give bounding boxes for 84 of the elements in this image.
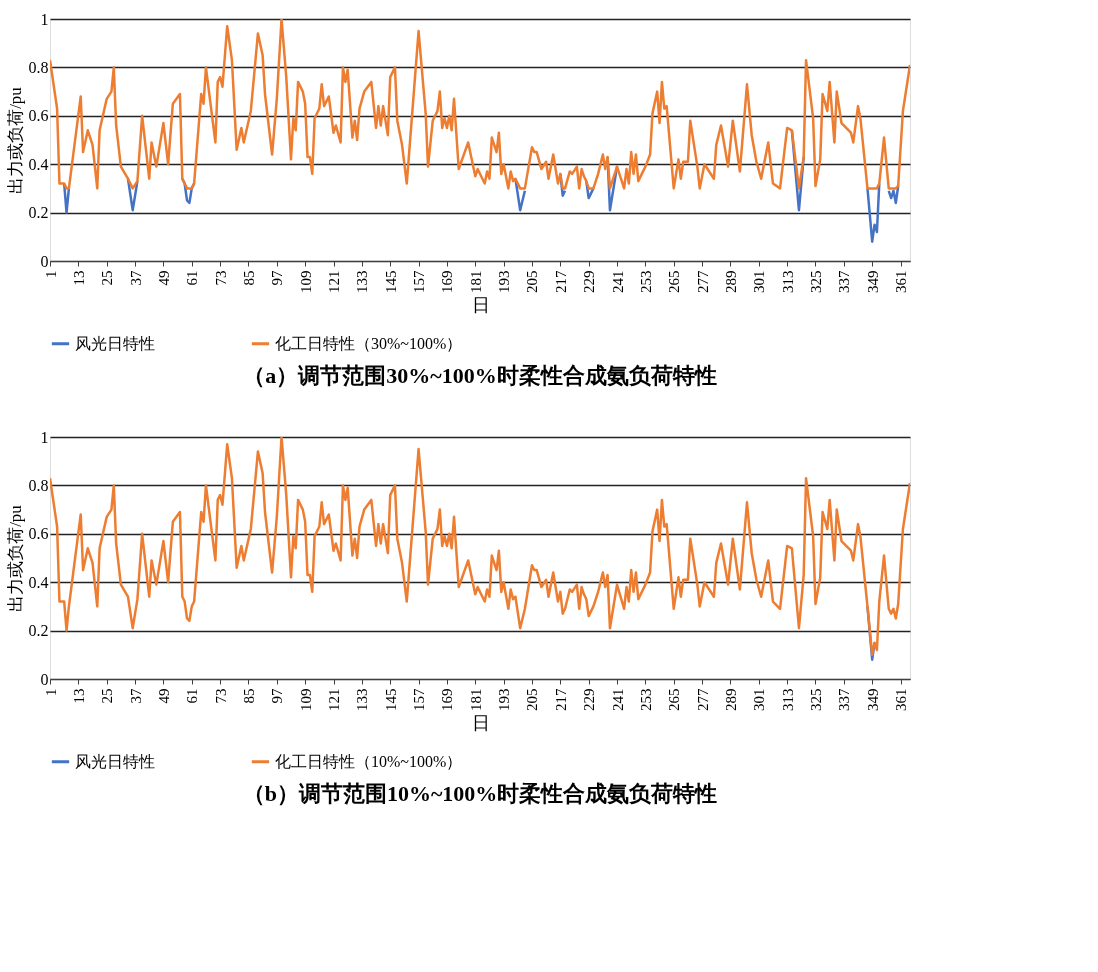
x-tick-label: 97: [269, 688, 286, 704]
x-tick-label: 37: [127, 270, 144, 286]
line-series: [50, 437, 910, 657]
x-tick-label: 349: [864, 270, 881, 293]
x-tick-label: 325: [807, 688, 824, 711]
x-tick-label: 313: [779, 688, 796, 711]
x-tick-label: 265: [666, 688, 683, 711]
x-tick-label: 205: [524, 270, 541, 293]
x-axis-title: 日: [471, 295, 490, 315]
x-tick-label: 133: [354, 688, 371, 711]
y-tick-label: 0.6: [28, 107, 49, 125]
x-tick-label: 181: [467, 688, 484, 711]
x-tick-label: 337: [836, 688, 853, 711]
x-tick-label: 229: [581, 270, 598, 293]
x-tick-label: 37: [127, 688, 144, 704]
x-tick-label: 349: [864, 688, 881, 711]
x-tick-label: 49: [155, 688, 172, 704]
x-tick-label: 133: [354, 270, 371, 293]
x-tick-label: 97: [269, 270, 286, 286]
x-tick-label: 13: [70, 688, 87, 704]
x-tick-label: 61: [184, 688, 201, 704]
y-tick-label: 0.2: [28, 204, 49, 222]
x-tick-label: 25: [99, 688, 116, 704]
x-tick-label: 73: [212, 688, 229, 704]
y-tick-label: 0.2: [28, 622, 49, 640]
x-tick-label: 85: [240, 688, 257, 704]
x-tick-label: 109: [297, 688, 314, 711]
x-tick-label: 313: [779, 270, 796, 293]
x-tick-label: 325: [807, 270, 824, 293]
y-tick-label: 0.8: [28, 476, 49, 494]
x-tick-label: 49: [155, 270, 172, 286]
x-tick-label: 193: [496, 270, 513, 293]
x-tick-label: 217: [552, 688, 569, 711]
text: （b）调节范围10%~100%时柔性合成氨负荷特性: [242, 781, 718, 806]
x-tick-label: 253: [637, 270, 654, 293]
x-tick-label: 337: [836, 270, 853, 293]
x-tick-label: 229: [581, 688, 598, 711]
x-tick-label: 253: [637, 688, 654, 711]
x-tick-label: 73: [212, 270, 229, 286]
x-tick-label: 265: [666, 270, 683, 293]
text: （a）调节范围30%~100%时柔性合成氨负荷特性: [243, 363, 717, 388]
y-tick-label: 0.4: [28, 573, 49, 591]
x-tick-label: 145: [382, 688, 399, 711]
y-axis-title: 出力或负荷/pu: [5, 86, 25, 194]
x-tick-label: 241: [609, 688, 626, 711]
x-tick-label: 361: [893, 688, 910, 711]
x-tick-label: 157: [411, 270, 428, 293]
x-tick-label: 169: [439, 688, 456, 711]
y-tick-label: 0.4: [28, 155, 49, 173]
x-tick-label: 301: [751, 688, 768, 711]
y-tick-label: 1: [40, 10, 49, 28]
y-tick-label: 0: [40, 252, 49, 270]
x-axis-title: 日: [471, 713, 490, 733]
x-tick-label: 157: [411, 688, 428, 711]
x-tick-label: 85: [240, 270, 257, 286]
x-tick-label: 361: [893, 270, 910, 293]
x-tick-label: 289: [722, 270, 739, 293]
line-series: [50, 19, 910, 190]
x-tick-label: 205: [524, 688, 541, 711]
x-tick-label: 193: [496, 688, 513, 711]
x-tick-label: 121: [326, 688, 343, 711]
legend-label: 风光日特性: [75, 334, 155, 352]
y-tick-label: 0.8: [28, 58, 49, 76]
y-tick-label: 0.6: [28, 525, 49, 543]
x-tick-label: 169: [439, 270, 456, 293]
x-tick-label: 109: [297, 270, 314, 293]
x-tick-label: 277: [694, 270, 711, 293]
legend-label: 化工日特性（30%~100%）: [275, 334, 463, 352]
x-tick-label: 217: [552, 270, 569, 293]
x-tick-label: 181: [467, 270, 484, 293]
y-axis-title: 出力或负荷/pu: [5, 504, 25, 612]
x-tick-label: 13: [70, 270, 87, 286]
x-tick-label: 145: [382, 270, 399, 293]
x-tick-label: 241: [609, 270, 626, 293]
x-tick-label: 61: [184, 270, 201, 286]
y-tick-label: 0: [40, 670, 49, 688]
y-tick-label: 1: [40, 428, 49, 446]
x-tick-label: 25: [99, 270, 116, 286]
x-tick-label: 121: [326, 270, 343, 293]
legend-label: 风光日特性: [75, 752, 155, 770]
legend-label: 化工日特性（10%~100%）: [275, 752, 463, 770]
x-tick-label: 301: [751, 270, 768, 293]
x-tick-label: 277: [694, 688, 711, 711]
x-tick-label: 289: [722, 688, 739, 711]
